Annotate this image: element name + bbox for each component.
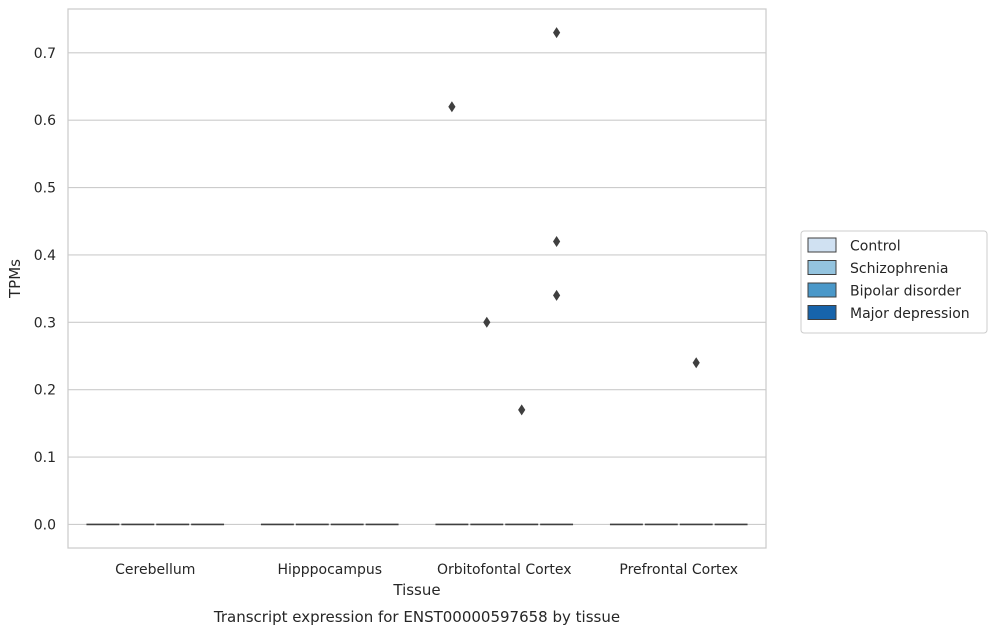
y-tick-label: 0.5 <box>34 181 56 197</box>
x-tick-label: Hipppocampus <box>277 562 382 578</box>
y-tick-label: 0.0 <box>34 517 56 533</box>
legend-label: Schizophrenia <box>850 261 948 277</box>
legend-swatch <box>807 282 837 298</box>
chart-caption: Transcript expression for ENST0000059765… <box>213 608 620 626</box>
outlier-point <box>483 316 491 328</box>
legend-label: Major depression <box>850 306 970 322</box>
legend-label: Bipolar disorder <box>850 284 961 300</box>
plot-frame <box>67 8 767 549</box>
outlier-point <box>692 357 700 369</box>
y-tick-labels: 0.0 0.1 0.2 0.3 0.4 0.5 0.6 0.7 <box>34 46 56 534</box>
x-tick-label: Cerebellum <box>115 562 195 578</box>
y-tick-label: 0.4 <box>34 248 56 264</box>
gridlines <box>68 52 766 525</box>
y-axis-title: TPMs <box>6 259 24 299</box>
y-tick-label: 0.7 <box>34 46 56 62</box>
outlier-point <box>553 27 561 39</box>
x-tick-label: Prefrontal Cortex <box>619 562 738 578</box>
legend-frame <box>800 230 988 334</box>
legend-swatch <box>807 260 837 275</box>
y-tick-label: 0.2 <box>34 383 56 399</box>
legend-swatch <box>807 305 837 320</box>
x-axis-title: Tissue <box>392 581 440 599</box>
x-tick-label: Orbitofontal Cortex <box>437 562 572 578</box>
y-tick-label: 0.6 <box>34 113 56 129</box>
x-tick-labels: Cerebellum Hipppocampus Orbitofontal Corte… <box>115 562 738 578</box>
outlier-point <box>553 235 561 247</box>
outlier-point <box>553 289 561 301</box>
outlier-layer <box>448 27 700 416</box>
y-tick-label: 0.1 <box>34 450 56 466</box>
legend-swatch <box>807 237 837 253</box>
legend: Control Schizophrenia Bipolar disorder Majo… <box>800 230 988 334</box>
outlier-point <box>518 404 526 416</box>
legend-label: Control <box>850 239 901 255</box>
y-tick-label: 0.3 <box>34 315 56 331</box>
outlier-point <box>448 101 456 113</box>
